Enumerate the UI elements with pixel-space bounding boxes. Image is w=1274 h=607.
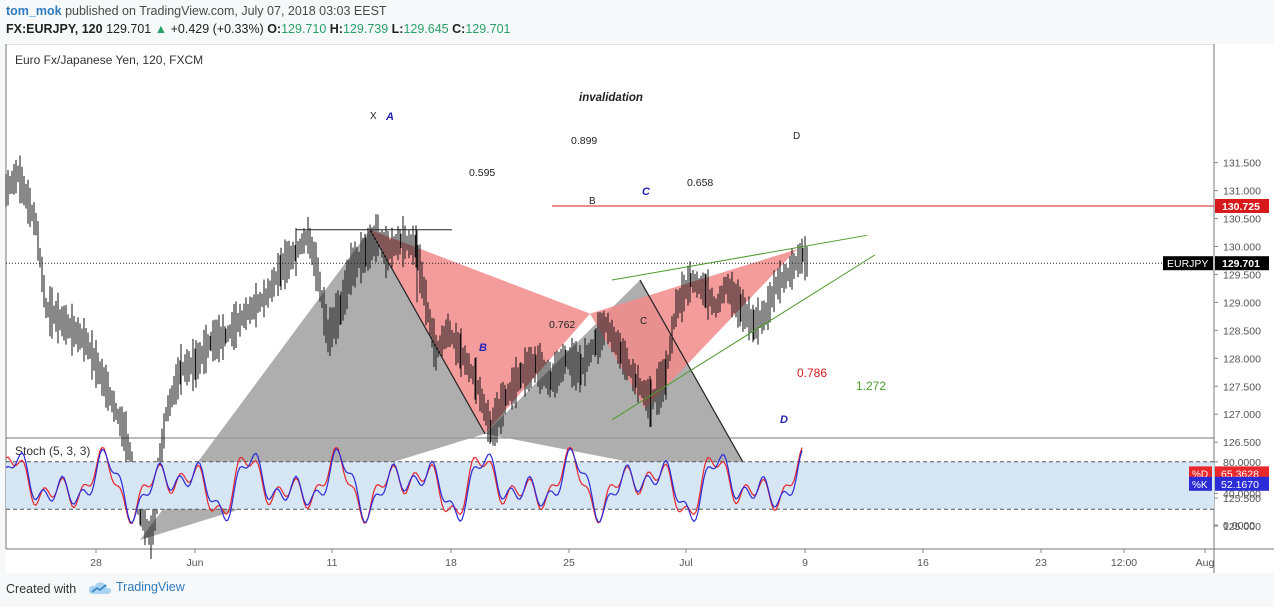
- stoch-tick-label: 0.0000: [1223, 520, 1255, 532]
- price-tick-label: 125.500: [1223, 493, 1261, 505]
- ratio-0762-label: 0.762: [549, 319, 575, 331]
- point-label-c: C: [640, 316, 647, 327]
- point-label-d: D: [780, 414, 788, 426]
- price-tick-label: 127.000: [1223, 409, 1261, 421]
- last-price-tag-text: 129.701: [1222, 258, 1260, 270]
- symbol-tag-bg: [1163, 256, 1213, 271]
- stoch-tick-label: 80.0000: [1223, 457, 1261, 469]
- price-tick-label: 127.500: [1223, 381, 1261, 393]
- pattern-triangle-bcd: [485, 280, 757, 487]
- stoch-tick-label: 40.0000: [1223, 488, 1261, 500]
- time-tick-label: 11: [327, 557, 338, 569]
- time-tick-label: 9: [802, 557, 808, 569]
- close-label: C:: [452, 22, 466, 36]
- last-price-tag-bg: [1215, 256, 1269, 271]
- ratio-0899-label: 0.899: [571, 135, 597, 147]
- low-label: L:: [391, 22, 404, 36]
- symbol-label: FX:EURJPY, 120: [6, 22, 103, 36]
- price-tick-label: 130.000: [1223, 242, 1261, 254]
- stoch-d-line: [5, 446, 803, 525]
- point-label-x: X: [370, 111, 377, 122]
- cd-leg-line: [639, 279, 758, 488]
- high-value: 129.739: [342, 22, 389, 36]
- time-tick-label: 18: [445, 557, 457, 569]
- point-label-b: B: [479, 342, 487, 354]
- invalidation-label: invalidation: [579, 92, 643, 104]
- time-tick-label: 12:00: [1111, 557, 1137, 569]
- created-with-text: Created with: [6, 582, 77, 596]
- close-value: 129.701: [465, 22, 511, 36]
- last-price: 129.701: [106, 22, 152, 36]
- low-value: 129.645: [403, 22, 449, 36]
- price-tick-label: 128.000: [1223, 353, 1261, 365]
- high-label: H:: [329, 22, 343, 36]
- chart-title: Euro Fx/Japanese Yen, 120, FXCM: [15, 53, 203, 67]
- point-label-d: D: [793, 131, 800, 142]
- chart-header: tom_mok published on TradingView.com, Ju…: [0, 0, 1274, 44]
- time-tick-label: 25: [563, 557, 575, 569]
- point-label-a: A: [385, 111, 394, 123]
- price-tick-label: 126.500: [1223, 437, 1261, 449]
- pattern-triangle-red-2: [590, 249, 797, 409]
- price-tick-label: 125.000: [1223, 521, 1261, 533]
- time-tick-label: Aug: [1196, 557, 1215, 569]
- time-tick-label: Jul: [679, 557, 692, 569]
- price-tick-label: 130.500: [1223, 214, 1261, 226]
- tradingview-link[interactable]: TradingView: [88, 580, 185, 595]
- publish-info: tom_mok published on TradingView.com, Ju…: [6, 4, 387, 18]
- stoch-k-name: %K: [1192, 480, 1208, 491]
- stoch-title: Stoch (5, 3, 3): [15, 444, 90, 458]
- footer: Created with TradingView: [0, 573, 1274, 607]
- time-tick-label: 28: [90, 557, 102, 569]
- last-price-tag: EURJPY 129.701: [1163, 256, 1269, 271]
- invalidation-price-tag: 130.725: [1215, 198, 1269, 213]
- time-tick-label: 16: [917, 557, 929, 569]
- tradingview-brand: TradingView: [116, 580, 185, 594]
- price-tick-label: 129.500: [1223, 269, 1261, 281]
- price-tick-label: 128.500: [1223, 325, 1261, 337]
- symbol-tag-text: EURJPY: [1167, 258, 1208, 270]
- price-tick-label: 129.000: [1223, 297, 1261, 309]
- author-link[interactable]: tom_mok: [6, 4, 62, 18]
- time-axis: 28 Jun 11 18 25 Jul 9 16 23 12:00 Aug: [90, 549, 1214, 569]
- open-value: 129.710: [281, 22, 327, 36]
- ratio-1272-label: 1.272: [856, 379, 886, 393]
- harmonic-pattern-red: [370, 229, 797, 434]
- price-bars: [5, 155, 808, 559]
- stoch-k-value-bg: [1215, 476, 1269, 491]
- stoch-d-name: %D: [1192, 469, 1208, 480]
- invalidation-tag-bg: [1215, 198, 1269, 213]
- up-arrow-icon: ▲: [154, 22, 168, 36]
- ab-leg-line: [369, 229, 486, 435]
- stoch-k-name-bg: [1189, 476, 1212, 491]
- ratio-0786-label: 0.786: [797, 366, 827, 380]
- point-label-c: C: [642, 186, 651, 198]
- stoch-k-line: [5, 447, 803, 524]
- wedge-lower-line: [611, 254, 876, 421]
- tradingview-cloud-icon: [88, 582, 112, 594]
- invalidation-tag-text: 130.725: [1222, 201, 1260, 213]
- price-tick-label: 131.000: [1223, 186, 1261, 198]
- price-chart[interactable]: 131.500 131.000 130.500 130.000 129.500 129.0…: [0, 44, 1274, 573]
- price-tick-label: 131.500: [1223, 158, 1261, 170]
- symbol-info: FX:EURJPY, 120 129.701 ▲ +0.429 (+0.33%)…: [6, 22, 511, 36]
- ratio-0595-label: 0.595: [469, 167, 495, 179]
- point-label-b: B: [589, 196, 596, 207]
- pattern-lines: [296, 229, 758, 488]
- price-change: +0.429 (+0.33%): [170, 22, 264, 36]
- wedge-upper-line: [611, 234, 868, 281]
- stoch-k-value: 52.1670: [1221, 479, 1259, 491]
- pattern-triangle-red-1: [370, 229, 590, 434]
- annotations: Euro Fx/Japanese Yen, 120, FXCM invalidat…: [15, 53, 886, 426]
- open-label: O:: [267, 22, 282, 36]
- published-text: published on TradingView.com, July 07, 2…: [65, 4, 387, 18]
- time-tick-label: 23: [1035, 557, 1047, 569]
- ratio-0658-label: 0.658: [687, 177, 713, 189]
- time-tick-label: Jun: [187, 557, 204, 569]
